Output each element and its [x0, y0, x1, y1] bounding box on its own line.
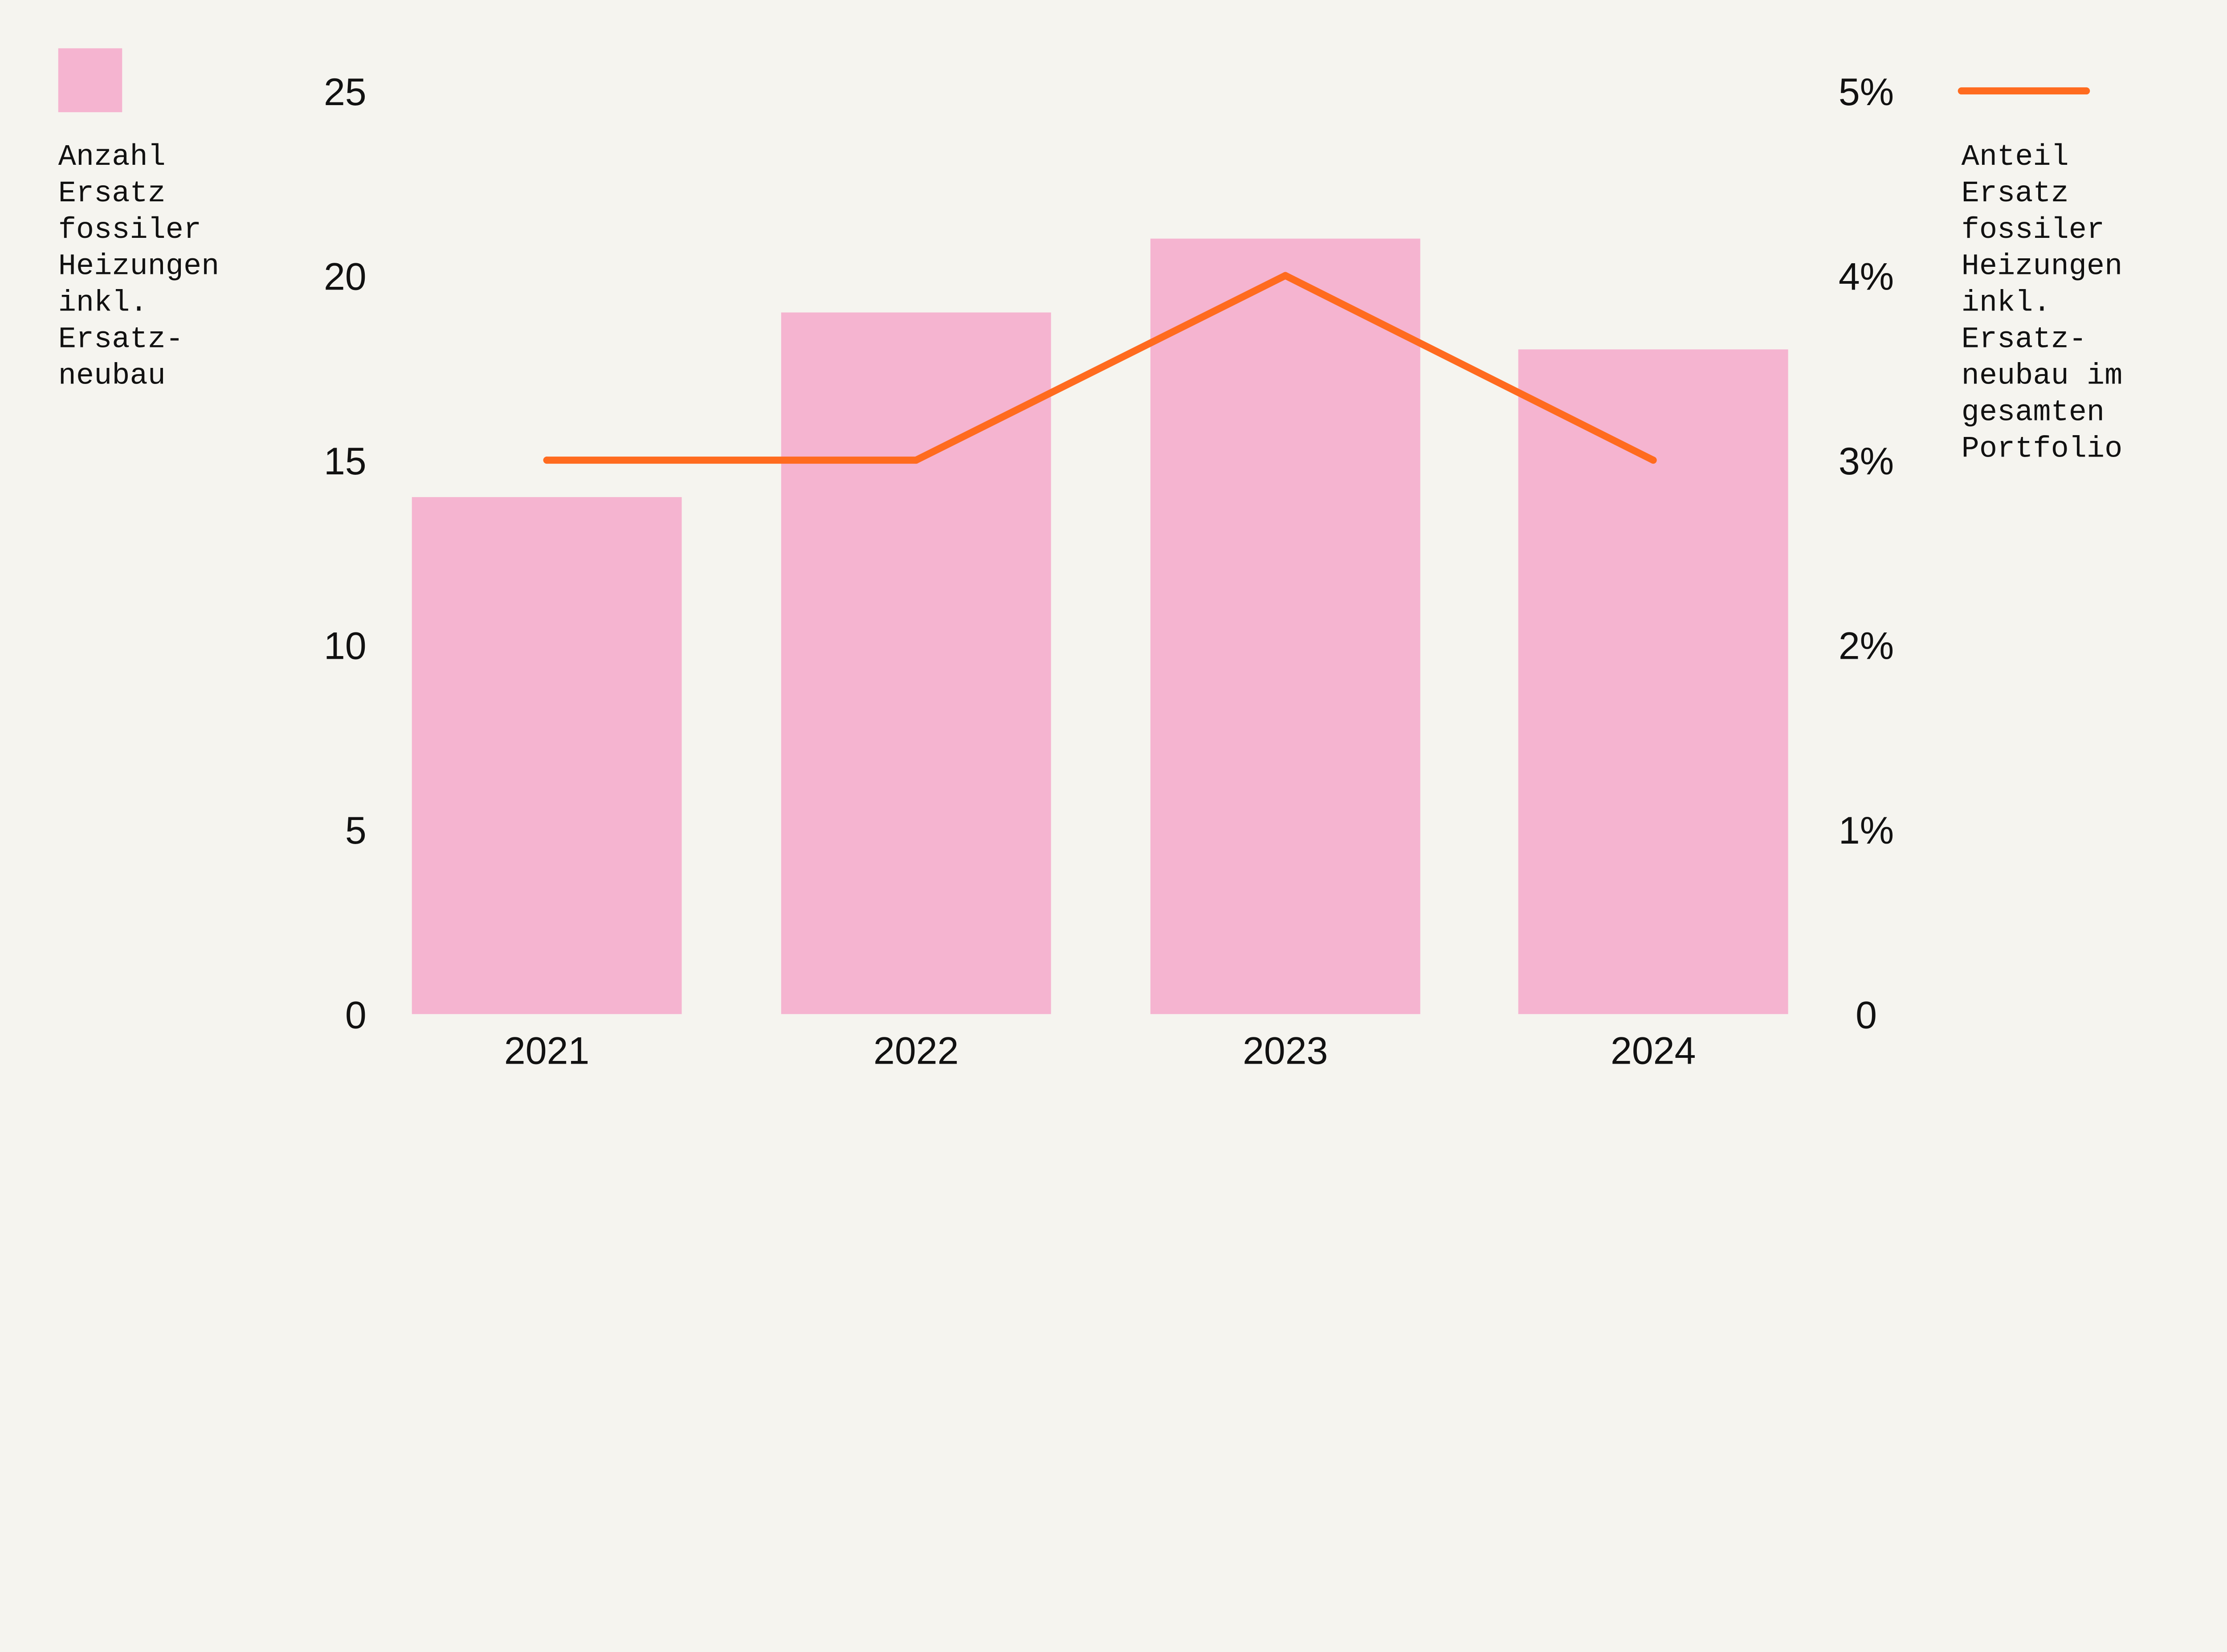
line-path	[543, 272, 1657, 464]
left-tick-label: 5	[345, 809, 367, 852]
legend-right-line: inkl.	[1962, 286, 2051, 320]
legend-right-line: neubau im	[1962, 359, 2123, 393]
line-series	[543, 272, 1657, 464]
right-tick-label: 5%	[1839, 71, 1894, 114]
bar-2023	[1150, 238, 1420, 1014]
legend-left-line: Anzahl	[58, 140, 166, 174]
bars	[412, 238, 1788, 1014]
bar-2021	[412, 497, 682, 1014]
left-tick-label: 15	[324, 440, 367, 483]
left-axis: 0 5 10 15 20 25	[324, 71, 367, 1037]
left-tick-label: 0	[345, 994, 367, 1037]
legend-right-line: Anteil	[1962, 140, 2069, 174]
legend-left-line: Ersatz	[58, 177, 166, 211]
legend-left-line: neubau	[58, 359, 166, 393]
legend-left-line: Heizungen	[58, 250, 220, 284]
x-tick-label: 2024	[1611, 1029, 1696, 1072]
legend-swatch-bars	[58, 48, 122, 112]
legend-left-line: inkl.	[58, 286, 148, 320]
line-point-2022	[912, 457, 920, 464]
left-tick-label: 10	[324, 625, 367, 668]
legend-right-line: Heizungen	[1962, 250, 2123, 284]
right-tick-label: 2%	[1839, 625, 1894, 668]
right-tick-label: 1%	[1839, 809, 1894, 852]
left-tick-label: 25	[324, 71, 367, 114]
right-tick-label: 0	[1856, 994, 1877, 1037]
bar-2022	[781, 312, 1051, 1014]
legend-right-line: Ersatz	[1962, 177, 2069, 211]
right-axis: 0 1% 2% 3% 4% 5%	[1839, 71, 1894, 1037]
bar-2024	[1518, 349, 1788, 1014]
legend-right-line: fossiler	[1962, 213, 2105, 247]
line-point-2023	[1281, 272, 1289, 279]
line-point-2021	[543, 457, 551, 464]
legend-right: AnteilErsatzfossilerHeizungeninkl.Ersatz…	[1962, 140, 2123, 466]
right-tick-label: 3%	[1839, 440, 1894, 483]
legend-right-line: Ersatz-	[1962, 323, 2087, 357]
x-tick-label: 2023	[1243, 1029, 1328, 1072]
legend-left-line: fossiler	[58, 213, 201, 247]
combo-chart: AnzahlErsatzfossilerHeizungeninkl.Ersatz…	[58, 48, 2123, 1072]
legend-left-line: Ersatz-	[58, 323, 184, 357]
left-tick-label: 20	[324, 256, 367, 298]
x-tick-label: 2021	[504, 1029, 590, 1072]
legend-right-line: gesamten	[1962, 396, 2105, 430]
x-axis: 2021 2022 2023 2024	[504, 1029, 1696, 1072]
line-point-2024	[1649, 457, 1657, 464]
legend-left: AnzahlErsatzfossilerHeizungeninkl.Ersatz…	[58, 140, 220, 393]
x-tick-label: 2022	[873, 1029, 959, 1072]
right-tick-label: 4%	[1839, 256, 1894, 298]
legend-right-line: Portfolio	[1962, 432, 2123, 466]
